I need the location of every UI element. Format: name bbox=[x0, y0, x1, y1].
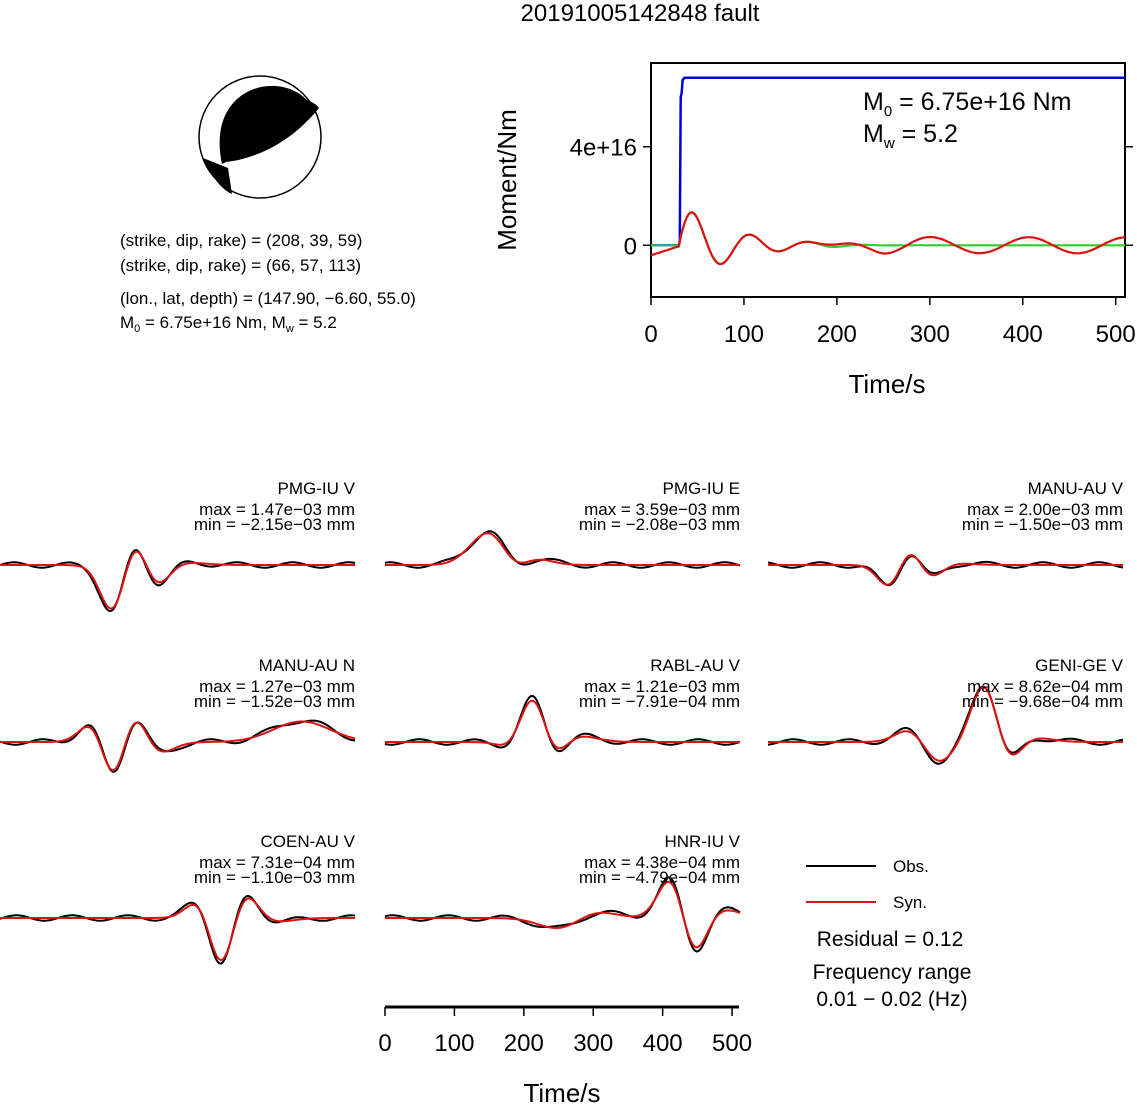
waveform-xtick-label: 400 bbox=[643, 1030, 683, 1057]
mechanism-plane1: (strike, dip, rake) = (208, 39, 59) bbox=[120, 231, 362, 250]
observed-trace bbox=[0, 894, 356, 965]
waveform-min-label: min = −9.68e−04 mm bbox=[962, 692, 1123, 711]
waveform-max-label: max = 4.38e−04 mm bbox=[584, 853, 740, 872]
observed-trace bbox=[0, 548, 356, 613]
waveform-station-label: RABL-AU V bbox=[650, 656, 740, 675]
waveform-time-axis-label: Time/s bbox=[523, 1078, 600, 1104]
waveform-xtick-label: 0 bbox=[378, 1030, 391, 1057]
waveform-min-label: min = −2.15e−03 mm bbox=[194, 515, 355, 534]
waveform-min-label: min = −4.79e−04 mm bbox=[579, 868, 740, 887]
synthetic-trace bbox=[0, 720, 356, 772]
moment-xtick-label: 300 bbox=[910, 321, 950, 348]
synthetic-trace bbox=[385, 699, 740, 750]
waveform-max-label: max = 1.21e−03 mm bbox=[584, 677, 740, 696]
moment-plot-frame bbox=[650, 62, 1126, 298]
mechanism-location: (lon., lat, depth) = (147.90, −6.60, 55.… bbox=[120, 289, 416, 308]
observed-trace bbox=[767, 555, 1124, 587]
synthetic-trace bbox=[0, 550, 355, 610]
waveform-station-label: MANU-AU N bbox=[259, 656, 355, 675]
residual-label: Residual = 0.12 bbox=[817, 928, 964, 951]
waveform-min-label: min = −7.91e−04 mm bbox=[579, 692, 740, 711]
waveform-xtick-label: 500 bbox=[712, 1030, 752, 1057]
synthetic-trace bbox=[768, 686, 1123, 762]
waveform-xtick-label: 200 bbox=[504, 1030, 544, 1057]
waveform-min-label: min = −1.52e−03 mm bbox=[194, 692, 355, 711]
mechanism-plane2: (strike, dip, rake) = (66, 57, 113) bbox=[120, 256, 361, 275]
moment-xtick-label: 200 bbox=[817, 321, 857, 348]
observed-trace bbox=[384, 876, 741, 953]
synthetic-trace bbox=[385, 532, 740, 566]
waveform-min-label: min = −1.50e−03 mm bbox=[962, 515, 1123, 534]
legend-obs-label: Obs. bbox=[893, 857, 929, 876]
legend: Obs. Syn. bbox=[806, 857, 929, 912]
waveform-min-label: min = −1.10e−03 mm bbox=[194, 868, 355, 887]
waveform-xtick-label: 100 bbox=[434, 1030, 474, 1057]
moment-plot-mw-label: Mw = 5.2 bbox=[863, 120, 958, 152]
waveform-station-label: GENI-GE V bbox=[1035, 656, 1124, 675]
frequency-range-label: Frequency range bbox=[813, 961, 972, 984]
moment-xtick-label: 0 bbox=[644, 321, 657, 348]
synthetic-trace bbox=[385, 880, 741, 949]
waveform-max-label: max = 1.47e−03 mm bbox=[199, 500, 355, 519]
waveform-station-label: PMG-IU E bbox=[663, 479, 740, 498]
moment-plot-ylabel: Moment/Nm bbox=[492, 109, 522, 251]
waveform-min-label: min = −2.08e−03 mm bbox=[579, 515, 740, 534]
moment-xtick-label: 100 bbox=[724, 321, 764, 348]
waveform-max-label: max = 2.00e−03 mm bbox=[967, 500, 1123, 519]
stf-red-trace bbox=[650, 211, 1126, 266]
observed-trace bbox=[384, 530, 741, 569]
moment-plot-m0-label: M0 = 6.75e+16 Nm bbox=[863, 88, 1071, 120]
synthetic-trace bbox=[768, 554, 1123, 586]
moment-ytick-label: 4e+16 bbox=[570, 135, 637, 162]
figure-title: 20191005142848 fault bbox=[521, 0, 760, 27]
waveform-station-label: MANU-AU V bbox=[1028, 479, 1124, 498]
waveform-max-label: max = 7.31e−04 mm bbox=[199, 853, 355, 872]
synthetic-trace bbox=[0, 897, 355, 962]
legend-syn-label: Syn. bbox=[893, 893, 927, 912]
waveform-station-label: HNR-IU V bbox=[664, 832, 740, 851]
waveform-max-label: max = 1.27e−03 mm bbox=[199, 677, 355, 696]
stf-green-trace bbox=[651, 211, 1125, 266]
moment-ytick-label: 0 bbox=[624, 233, 637, 260]
observed-trace bbox=[767, 685, 1124, 765]
waveform-station-label: PMG-IU V bbox=[278, 479, 356, 498]
moment-xtick-label: 500 bbox=[1096, 321, 1136, 348]
moment-xtick-label: 400 bbox=[1003, 321, 1043, 348]
waveform-max-label: max = 3.59e−03 mm bbox=[584, 500, 740, 519]
beachball-compression-quadrant-2 bbox=[203, 158, 232, 194]
waveform-xtick-label: 300 bbox=[573, 1030, 613, 1057]
mechanism-moment: M0 = 6.75e+16 Nm, Mw = 5.2 bbox=[120, 313, 337, 335]
frequency-range-value: 0.01 − 0.02 (Hz) bbox=[816, 988, 967, 1011]
beachball-compression-quadrant bbox=[219, 85, 319, 164]
moment-plot-xlabel: Time/s bbox=[848, 369, 925, 399]
waveform-time-axis: Time/s 0 100 200 300 400 500 bbox=[378, 1005, 752, 1104]
waveform-max-label: max = 8.62e−04 mm bbox=[967, 677, 1123, 696]
beachball bbox=[198, 75, 322, 199]
waveform-station-label: COEN-AU V bbox=[261, 832, 356, 851]
